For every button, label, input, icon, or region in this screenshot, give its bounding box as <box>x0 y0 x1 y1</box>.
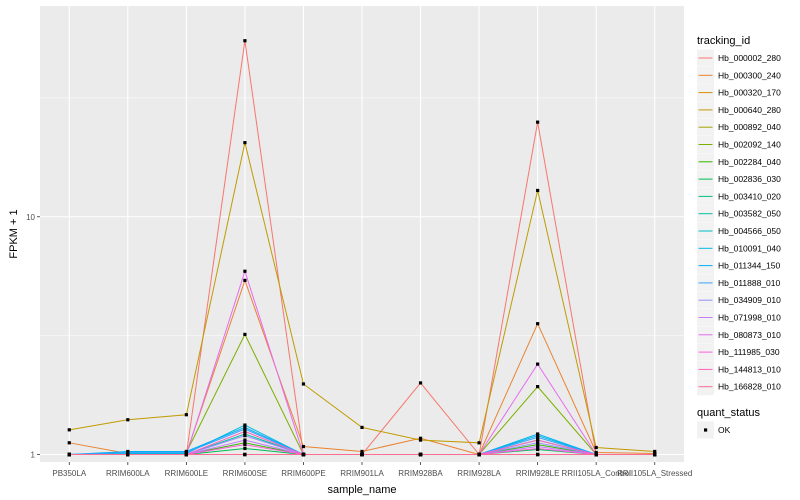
legend-label: Hb_080873_010 <box>718 330 781 340</box>
data-point <box>536 322 540 326</box>
data-point <box>301 382 306 386</box>
x-tick-label: RRII105LA_Control <box>561 469 631 478</box>
x-tick-label: RRIM600LA <box>106 469 150 478</box>
data-point <box>477 441 481 445</box>
data-point <box>536 120 540 124</box>
data-point <box>67 441 71 445</box>
data-point <box>418 438 423 442</box>
legend-label: Hb_002092_140 <box>718 140 781 150</box>
data-point <box>184 450 188 455</box>
data-point <box>243 452 247 457</box>
data-point <box>243 427 247 431</box>
legend-label: Hb_010091_040 <box>718 243 781 253</box>
x-tick-label: RRIM901LA <box>340 469 384 478</box>
data-point <box>536 432 540 436</box>
x-tick-label: RRIM928BA <box>398 469 443 478</box>
legend-label: Hb_003410_020 <box>718 191 781 201</box>
data-point <box>243 438 247 442</box>
data-point <box>536 452 540 457</box>
legend-color-title: tracking_id <box>697 35 750 47</box>
x-axis-title: sample_name <box>327 484 396 496</box>
data-point <box>243 441 247 445</box>
x-tick-label: RRIM600LE <box>165 469 209 478</box>
data-point <box>418 452 423 457</box>
data-point <box>301 444 306 449</box>
data-point <box>126 452 130 457</box>
data-point <box>594 450 598 455</box>
legend-label: Hb_000892_040 <box>718 122 781 132</box>
x-tick-label: RRIM928LE <box>516 469 560 478</box>
legend-shape-label: OK <box>718 425 731 435</box>
legend-label: Hb_011344_150 <box>718 261 781 271</box>
legend-label: Hb_111985_030 <box>718 347 780 357</box>
data-point <box>418 381 423 385</box>
data-point <box>184 452 188 457</box>
data-point <box>360 452 364 457</box>
data-point <box>243 278 247 282</box>
x-tick-label: PB350LA <box>52 469 86 478</box>
legend-label: Hb_034909_010 <box>718 295 781 305</box>
data-point <box>243 269 247 273</box>
data-point <box>536 434 540 438</box>
legend-shape-point <box>704 428 708 432</box>
data-point <box>184 413 188 417</box>
x-tick-label: RRIM600SE <box>223 469 267 478</box>
legend-label: Hb_166828_010 <box>718 382 781 392</box>
y-tick-label: 10 <box>26 213 35 222</box>
x-tick-label: RRIM600PE <box>281 469 325 478</box>
data-point <box>477 452 481 457</box>
y-tick-label: 1 <box>31 451 36 460</box>
y-axis-title: FPKM + 1 <box>8 209 20 258</box>
data-point <box>243 423 247 427</box>
legend-label: Hb_144813_010 <box>718 364 781 374</box>
data-point <box>536 385 540 389</box>
data-point <box>536 443 540 447</box>
data-point <box>67 428 71 432</box>
data-point <box>243 39 247 43</box>
data-point <box>653 449 657 454</box>
data-point <box>126 418 130 422</box>
data-point <box>360 425 364 430</box>
legend-shape-title: quant_status <box>697 407 760 419</box>
x-tick-label: RRIM928LA <box>457 469 501 478</box>
data-point <box>301 452 306 457</box>
data-point <box>243 141 247 145</box>
data-point <box>536 188 540 193</box>
legend-label: Hb_004566_050 <box>718 226 781 236</box>
legend-label: Hb_071998_010 <box>718 313 781 323</box>
data-point <box>243 446 247 451</box>
data-point <box>594 452 598 457</box>
legend-label: Hb_002836_030 <box>718 174 781 184</box>
legend-label: Hb_000300_240 <box>718 70 781 80</box>
data-point <box>594 445 598 450</box>
legend-label: Hb_003582_050 <box>718 209 781 219</box>
legend-label: Hb_011888_010 <box>718 278 781 288</box>
data-point <box>536 444 540 449</box>
data-point <box>243 332 247 337</box>
legend-label: Hb_000002_280 <box>718 53 781 63</box>
data-point <box>243 443 247 447</box>
data-point <box>243 432 247 436</box>
legend-label: Hb_002284_040 <box>718 157 781 167</box>
data-point <box>243 425 247 430</box>
data-point <box>67 452 71 457</box>
x-tick-label: RRII105LA_Stressed <box>617 469 692 478</box>
data-point <box>536 438 540 442</box>
data-point <box>360 449 364 454</box>
data-point <box>243 429 247 434</box>
data-point <box>536 441 540 445</box>
data-point <box>536 446 540 451</box>
data-point <box>536 362 540 366</box>
legend-label: Hb_000320_170 <box>718 88 781 98</box>
data-point <box>653 452 657 457</box>
data-point <box>243 434 247 438</box>
legend-label: Hb_000640_280 <box>718 105 781 115</box>
data-point <box>536 435 540 440</box>
data-point <box>418 436 423 440</box>
data-point <box>126 450 130 455</box>
